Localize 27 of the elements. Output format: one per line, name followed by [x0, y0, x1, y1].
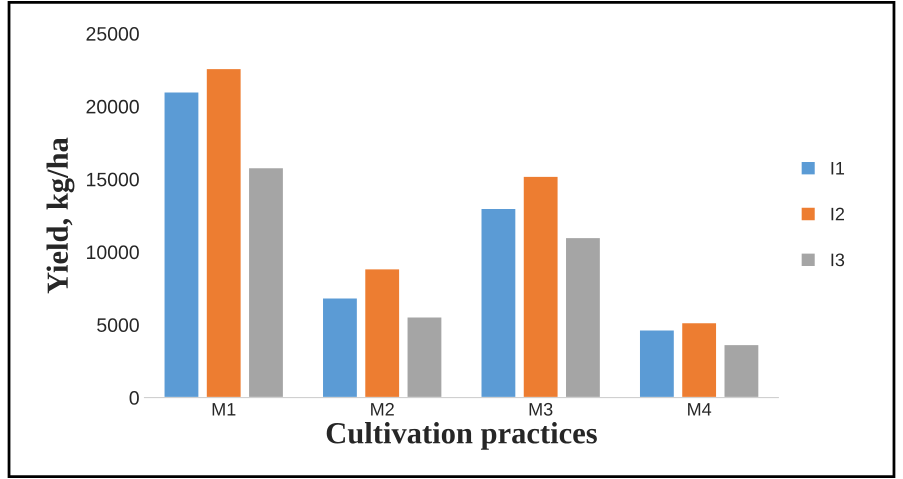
bar	[364, 268, 400, 398]
bar	[480, 208, 517, 398]
x-tick-label: M3	[530, 402, 552, 416]
legend-label: I2	[832, 208, 844, 220]
y-tick-label: 10000	[87, 245, 139, 260]
x-axis-title: Cultivation practices	[326, 422, 597, 450]
y-tick-label: 25000	[86, 27, 139, 41]
bar	[205, 68, 242, 398]
bar	[564, 236, 602, 398]
bar	[406, 316, 443, 398]
bar	[522, 176, 559, 398]
y-tick-label: 0	[130, 391, 139, 405]
x-tick-label: M1	[212, 403, 236, 416]
bar	[723, 344, 760, 398]
bar	[322, 297, 358, 398]
x-tick-label: M2	[371, 402, 394, 416]
y-tick-label: 15000	[87, 172, 139, 186]
bar	[163, 91, 200, 398]
y-tick-label: 5000	[97, 318, 139, 332]
bar	[680, 322, 718, 398]
x-tick-label: M4	[688, 403, 712, 416]
y-axis-title: Yield, kg/ha	[46, 138, 74, 294]
y-tick-label: 20000	[86, 100, 139, 114]
bar	[638, 329, 676, 398]
legend-label: I1	[832, 162, 844, 174]
legend-label: I3	[832, 253, 844, 266]
bar	[248, 166, 284, 398]
